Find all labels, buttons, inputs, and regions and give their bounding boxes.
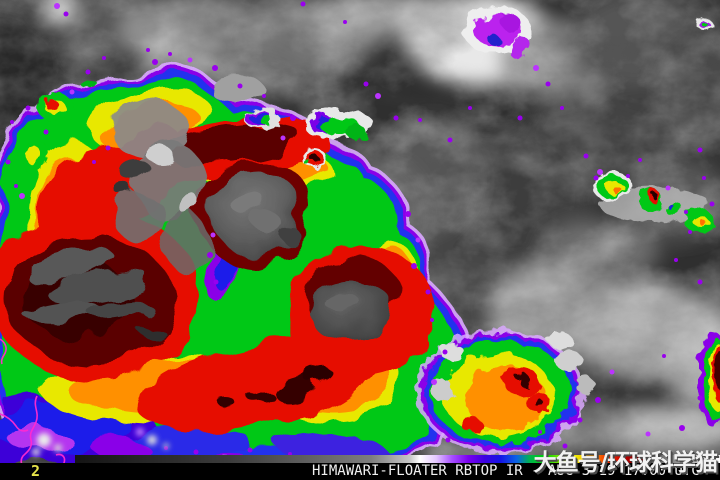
enhancement-color-scale-bar [75,455,720,463]
caption-text: HIMAWARI-FLOATER RBTOP IR - AUG 3 19 17:… [312,463,700,479]
watermark-text: 大鱼号/环球科学猫 [533,450,718,476]
storm-color-enhancement [0,66,469,470]
convective-cells [20,6,720,454]
white-cloud-specks [32,428,169,456]
purple-speckles [5,1,715,456]
caption-bar [0,463,720,480]
frame-number: 2 [31,462,41,480]
